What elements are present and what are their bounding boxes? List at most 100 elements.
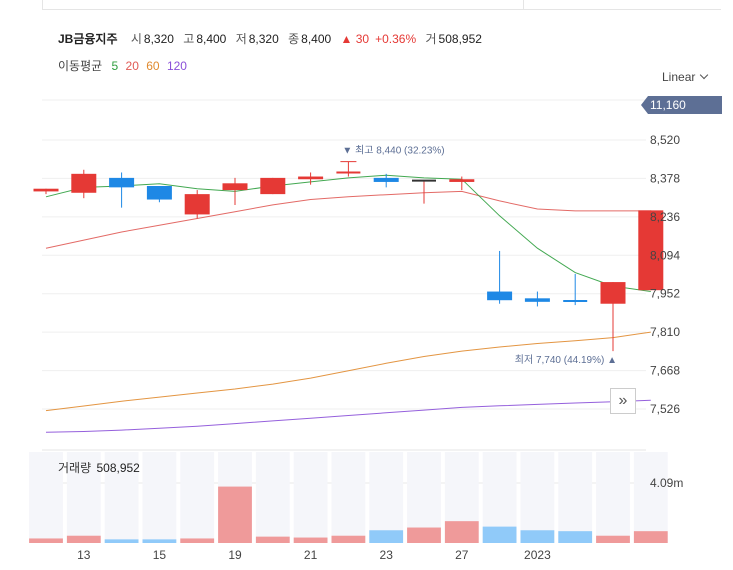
scale-selector-label: Linear	[662, 70, 696, 84]
double-chevron-right-icon: »	[618, 392, 628, 409]
volume-bar	[633, 531, 668, 543]
low-annotation: 최저 7,740 (44.19%) ▲	[515, 354, 617, 366]
candle	[222, 177, 248, 205]
moving-average-lines	[45, 174, 651, 433]
price-tick-label: 8,236	[650, 210, 680, 224]
candle	[260, 177, 286, 195]
price-tick-label: 8,520	[650, 133, 680, 147]
candle	[524, 291, 550, 307]
candle	[298, 172, 324, 185]
candle-body	[524, 298, 550, 302]
volume-column-bg	[596, 452, 630, 543]
candle	[563, 273, 588, 306]
stock-info-bar: JB금융지주 시 8,320 고 8,400 저 8,320 종 8,400 ▲ 30 +…	[58, 30, 488, 47]
high-annotation: ▼ 최고 8,440 (32.23%)	[342, 145, 444, 157]
volume-bar	[369, 530, 404, 543]
candle	[638, 210, 664, 291]
volume-bar	[104, 539, 139, 543]
top-border	[42, 9, 721, 10]
low-value: 8,320	[248, 32, 279, 46]
volume-value: 508,952	[438, 32, 482, 46]
volume-column-bg	[180, 452, 215, 543]
date-axis: 13 15 19 21 23 27 2023	[77, 548, 551, 562]
candle-body	[222, 183, 248, 191]
grid-lines	[42, 99, 646, 484]
close-label: 종	[288, 32, 300, 46]
price-annotations: ▼ 최고 8,440 (32.23%) 최저 7,740 (44.19%) ▲	[340, 145, 617, 366]
top-divider-right	[523, 0, 524, 9]
volume-bar	[255, 536, 290, 543]
candle-body	[71, 173, 97, 193]
price-tick-label: 7,810	[650, 325, 680, 339]
volume-bar	[520, 530, 555, 543]
ma20-line	[45, 190, 651, 249]
ma60-legend[interactable]: 60	[146, 59, 160, 73]
volume-column-bg	[142, 452, 177, 543]
candle-body	[638, 210, 664, 291]
volume-bars	[29, 452, 668, 543]
volume-panel-label: 거래량 508,952	[58, 459, 140, 476]
volume-column-bg	[104, 452, 139, 543]
volume-bar	[142, 539, 177, 543]
volume-column-bg	[331, 452, 366, 543]
volume-tick-label: 4.09m	[650, 476, 683, 490]
candle-body	[487, 291, 513, 301]
volume-column-bg	[66, 452, 101, 543]
open-label: 시	[130, 32, 142, 46]
volume-column-bg	[369, 452, 404, 543]
volume-bar	[29, 538, 63, 543]
date-tick-label: 21	[304, 548, 318, 562]
price-axis: 8,520 8,378 8,236 8,094 7,952 7,810 7,668 7,526…	[650, 133, 683, 490]
candle-body	[184, 194, 210, 215]
candle	[336, 161, 361, 177]
candle	[33, 188, 59, 195]
ma120-legend[interactable]: 120	[166, 59, 187, 73]
candle	[412, 179, 436, 204]
candlesticks	[33, 161, 664, 352]
candle	[449, 176, 475, 191]
volume-bar	[407, 527, 441, 543]
candle	[373, 173, 399, 188]
candle	[109, 172, 135, 208]
top-divider-left	[42, 0, 43, 9]
volume-bar	[331, 535, 366, 543]
scale-selector[interactable]: Linear	[662, 70, 709, 84]
date-tick-label: 15	[153, 548, 167, 562]
candle-body	[449, 179, 475, 182]
volume-column-bg	[255, 452, 290, 543]
ma20-legend[interactable]: 20	[125, 59, 139, 73]
date-tick-label: 2023	[524, 548, 551, 562]
date-tick-label: 23	[380, 548, 394, 562]
volume-bar	[218, 486, 252, 543]
ma120-line	[45, 399, 651, 433]
change-value: ▲ 30	[340, 32, 370, 46]
candle-body	[600, 282, 626, 304]
moving-average-title: 이동평균	[58, 59, 103, 73]
candle-body	[260, 177, 286, 195]
high-value: 8,400	[196, 32, 227, 46]
scroll-to-latest-button[interactable]: »	[610, 388, 636, 414]
price-tick-label: 7,668	[650, 364, 680, 378]
volume-bar	[596, 535, 630, 543]
high-label: 고	[183, 32, 195, 46]
volume-bar	[444, 521, 479, 543]
ma60-line	[45, 331, 651, 412]
date-tick-label: 13	[77, 548, 91, 562]
volume-panel-title: 거래량	[58, 461, 92, 475]
candle-body	[33, 188, 59, 192]
volume-bar	[558, 531, 593, 543]
ma5-legend[interactable]: 5	[111, 59, 119, 73]
volume-bar	[180, 538, 215, 543]
volume-column-bg	[520, 452, 555, 543]
date-tick-label: 27	[455, 548, 469, 562]
candle	[487, 250, 513, 304]
open-value: 8,320	[143, 32, 174, 46]
volume-panel-value: 508,952	[96, 461, 140, 475]
candle-body	[146, 186, 172, 200]
volume-column-bg	[633, 452, 668, 543]
price-tick-label: 8,378	[650, 171, 680, 185]
candle	[71, 169, 97, 199]
candle-body	[109, 177, 135, 188]
volume-bar	[293, 537, 328, 543]
